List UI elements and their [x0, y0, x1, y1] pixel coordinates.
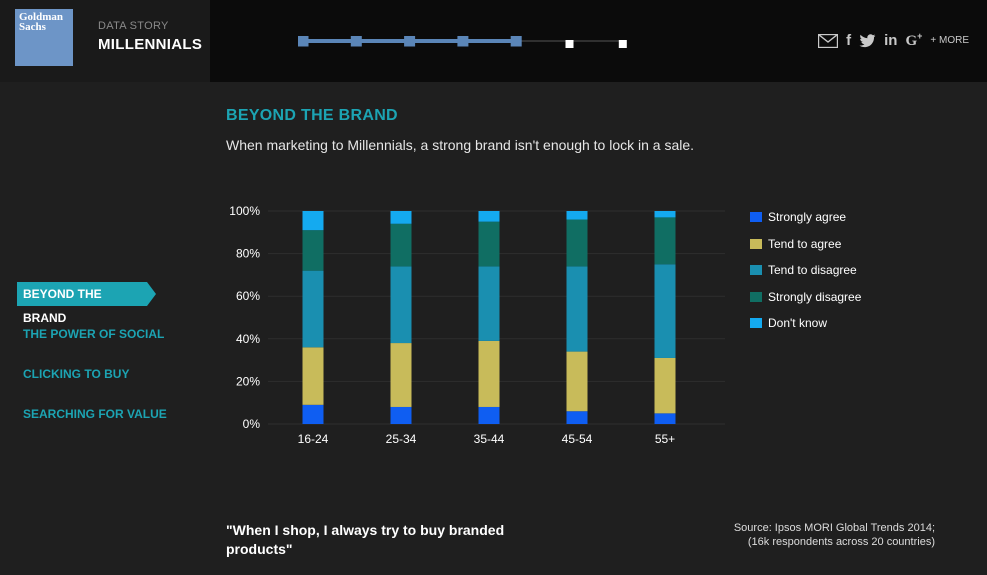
section-subtitle: When marketing to Millennials, a strong …: [226, 137, 695, 153]
bar-segment[interactable]: [302, 230, 324, 271]
source-note: Source: Ipsos MORI Global Trends 2014; (…: [734, 521, 935, 549]
top-bar: Goldman Sachs DATA STORY MILLENNIALS f i…: [0, 0, 987, 82]
brand-block: Goldman Sachs DATA STORY MILLENNIALS: [0, 0, 210, 82]
google-plus-icon[interactable]: G+: [905, 31, 922, 50]
facebook-icon[interactable]: f: [846, 32, 852, 49]
legend-entry[interactable]: Tend to agree: [750, 231, 861, 258]
bar-segment[interactable]: [566, 266, 588, 352]
progress-step[interactable]: [618, 40, 627, 48]
data-story-kicker: DATA STORY: [98, 20, 169, 32]
legend-label: Tend to disagree: [768, 263, 857, 278]
legend-swatch: [750, 318, 762, 329]
bar-segment[interactable]: [654, 357, 676, 414]
bar-segment[interactable]: [302, 270, 324, 348]
section-nav: BEYOND THE BRAND THE POWER OF SOCIAL CLI…: [17, 282, 167, 442]
legend-entry[interactable]: Don't know: [750, 310, 861, 337]
source-line-1: Source: Ipsos MORI Global Trends 2014;: [733, 522, 935, 534]
bar-segment[interactable]: [302, 404, 324, 424]
y-tick-label: 100%: [229, 204, 260, 218]
mail-icon[interactable]: [818, 33, 839, 48]
bar-segment[interactable]: [566, 411, 588, 424]
legend-entry[interactable]: Tend to disagree: [750, 257, 861, 284]
more-share-button[interactable]: + MORE: [930, 35, 969, 46]
bar-segment[interactable]: [302, 211, 324, 231]
legend-swatch: [750, 291, 762, 302]
source-line-2: (16k respondents across 20 countries): [747, 536, 935, 548]
x-tick-label: 35-44: [474, 432, 505, 446]
legend-label: Tend to agree: [768, 236, 842, 251]
survey-quote: "When I shop, I always try to buy brande…: [226, 522, 505, 557]
bar-segment[interactable]: [390, 343, 412, 407]
progress-step[interactable]: [510, 36, 522, 47]
nav-item-power-of-social[interactable]: THE POWER OF SOCIAL: [23, 327, 165, 341]
bar-segment[interactable]: [478, 340, 500, 407]
google-plus-letter: G: [905, 33, 918, 49]
nav-item-clicking-to-buy[interactable]: CLICKING TO BUY: [23, 367, 130, 381]
legend-entry[interactable]: Strongly disagree: [750, 284, 861, 311]
bar-segment[interactable]: [654, 264, 676, 358]
story-progress-bar: [298, 36, 627, 48]
bar-segment[interactable]: [566, 219, 588, 267]
bar-segment[interactable]: [478, 266, 500, 341]
x-tick-label: 45-54: [562, 432, 593, 446]
bar-segment[interactable]: [390, 211, 412, 224]
y-tick-label: 20%: [236, 374, 260, 388]
bar-segment[interactable]: [390, 406, 412, 424]
progress-step[interactable]: [404, 36, 416, 47]
bar-segment[interactable]: [478, 211, 500, 222]
y-tick-label: 40%: [236, 332, 260, 346]
y-tick-label: 0%: [243, 417, 261, 431]
google-plus-sign: +: [917, 31, 923, 41]
chart-legend: Strongly agree Tend to agree Tend to disag…: [750, 204, 861, 337]
bar-segment[interactable]: [654, 217, 676, 265]
legend-swatch: [750, 212, 762, 223]
y-tick-label: 60%: [236, 289, 260, 303]
bar-segment[interactable]: [566, 211, 588, 220]
progress-step[interactable]: [457, 36, 469, 47]
progress-step[interactable]: [565, 40, 574, 48]
twitter-icon[interactable]: [859, 33, 876, 48]
progress-step[interactable]: [298, 36, 309, 47]
legend-label: Strongly agree: [768, 210, 847, 225]
social-share-bar: f in G+ + MORE: [818, 31, 969, 50]
story-title: MILLENNIALS: [98, 36, 203, 53]
bar-segment[interactable]: [566, 351, 588, 412]
nav-item-searching-for-value[interactable]: SEARCHING FOR VALUE: [23, 407, 167, 421]
x-tick-label: 16-24: [298, 432, 329, 446]
bar-segment[interactable]: [654, 413, 676, 424]
bar-segment[interactable]: [654, 211, 676, 218]
stacked-bar-chart: 0% 20% 40% 60% 80% 100% 16-24 25-34 35-44 45-54 55…: [229, 204, 725, 446]
section-title: BEYOND THE BRAND: [226, 107, 398, 124]
bar-segment[interactable]: [390, 266, 412, 344]
legend-swatch: [750, 265, 762, 276]
linkedin-icon[interactable]: in: [884, 32, 898, 49]
y-tick-label: 80%: [236, 247, 260, 261]
bar-segment[interactable]: [390, 223, 412, 267]
x-tick-label: 25-34: [386, 432, 417, 446]
bar-segment[interactable]: [478, 221, 500, 267]
x-tick-label: 55+: [655, 432, 675, 446]
bar-segment[interactable]: [478, 406, 500, 424]
progress-step[interactable]: [350, 36, 362, 47]
logo-text: Goldman Sachs: [19, 11, 64, 33]
legend-label: Strongly disagree: [768, 289, 862, 304]
legend-label: Don't know: [768, 316, 827, 331]
goldman-sachs-logo[interactable]: Goldman Sachs: [15, 9, 73, 66]
legend-entry[interactable]: Strongly agree: [750, 204, 861, 231]
nav-item-beyond-the-brand[interactable]: BEYOND THE BRAND: [17, 282, 156, 325]
bar-segment[interactable]: [302, 347, 324, 405]
legend-swatch: [750, 238, 762, 249]
